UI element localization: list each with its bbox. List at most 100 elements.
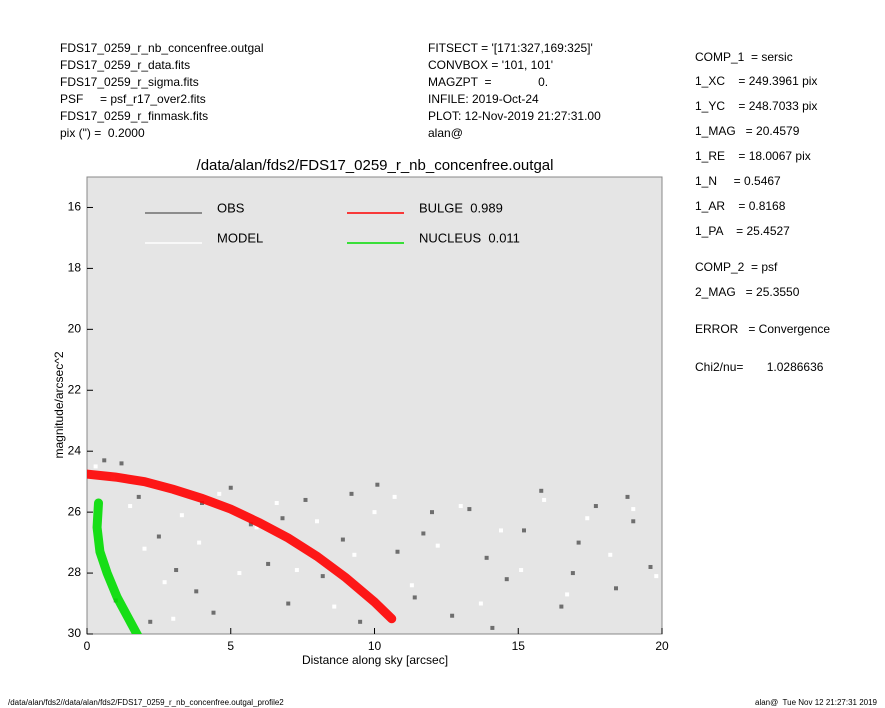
parameter: 2_MAG = 25.3550 xyxy=(695,285,800,299)
data-point xyxy=(593,504,598,509)
data-point xyxy=(142,546,147,551)
data-point xyxy=(631,519,636,524)
data-point xyxy=(179,513,184,518)
header-line: INFILE: 2019-Oct-24 xyxy=(428,92,539,106)
x-axis-label: Distance along sky [arcsec] xyxy=(302,653,448,667)
data-point xyxy=(280,516,285,521)
data-point xyxy=(648,564,653,569)
data-point xyxy=(194,589,199,594)
fit-parameters: COMP_1 = sersic 1_XC = 249.3961 pix 1_YC =… xyxy=(695,50,830,374)
data-point xyxy=(522,528,526,533)
parameter: ERROR = Convergence xyxy=(695,322,830,336)
legend-label: NUCLEUS 0.011 xyxy=(419,230,520,245)
data-point xyxy=(490,625,495,630)
data-point xyxy=(542,497,547,502)
data-point xyxy=(148,619,153,624)
data-point xyxy=(320,574,325,579)
profile-band xyxy=(87,469,397,624)
parameter: 1_XC = 249.3961 pix xyxy=(695,74,817,88)
data-point xyxy=(266,561,271,566)
data-point xyxy=(315,519,319,524)
data-point xyxy=(340,537,345,542)
plot-area xyxy=(86,176,663,635)
data-point xyxy=(412,595,417,600)
header: FDS17_0259_r_nb_concenfree.outgal FDS17_0… xyxy=(60,41,601,140)
x-tick-label: 5 xyxy=(227,639,234,653)
data-point xyxy=(519,568,524,573)
data-point xyxy=(499,528,503,533)
data-point xyxy=(467,507,472,512)
data-point xyxy=(162,580,167,585)
data-point xyxy=(358,619,363,624)
data-point xyxy=(576,540,581,545)
data-point xyxy=(478,601,483,606)
parameter: Chi2/nu= 1.0286636 xyxy=(695,360,824,374)
data-point xyxy=(375,482,380,487)
header-line: alan@ xyxy=(428,126,463,140)
data-point xyxy=(435,543,440,548)
data-point xyxy=(631,507,636,512)
plot-marks xyxy=(87,458,659,634)
data-point xyxy=(156,534,161,539)
parameter: 1_YC = 248.7033 pix xyxy=(695,99,817,113)
y-tick-label: 22 xyxy=(68,382,82,396)
legend-label: BULGE 0.989 xyxy=(419,200,503,215)
parameter: COMP_1 = sersic xyxy=(695,50,793,64)
data-point xyxy=(484,555,489,560)
data-point xyxy=(450,613,455,618)
y-tick-label: 20 xyxy=(68,322,82,336)
x-tick-label: 10 xyxy=(368,639,382,653)
legend-label: OBS xyxy=(217,200,245,215)
data-point xyxy=(352,552,357,557)
data-point xyxy=(254,525,259,530)
data-point xyxy=(395,549,400,554)
x-tick-label: 20 xyxy=(655,639,669,653)
y-tick-label: 26 xyxy=(68,504,82,518)
data-point xyxy=(237,571,242,576)
data-point xyxy=(409,583,414,588)
y-tick-label: 28 xyxy=(68,565,82,579)
data-point xyxy=(559,604,564,609)
header-line: MAGZPT = 0. xyxy=(428,75,548,89)
data-point xyxy=(303,497,308,502)
parameter: 1_RE = 18.0067 pix xyxy=(695,149,811,163)
data-point xyxy=(585,516,590,521)
y-axis-label: magnitude/arcsec^2 xyxy=(52,351,66,458)
data-point xyxy=(608,552,613,557)
data-point xyxy=(128,504,133,509)
data-point xyxy=(197,540,202,545)
x-tick-label: 0 xyxy=(84,639,91,653)
data-point xyxy=(625,494,630,499)
footer-path: /data/alan/fds2//data/alan/fds2/FDS17_02… xyxy=(8,698,284,707)
header-line: FDS17_0259_r_nb_concenfree.outgal xyxy=(60,41,263,55)
profile-band xyxy=(92,498,143,634)
y-tick-label: 24 xyxy=(68,443,82,457)
data-point xyxy=(93,464,98,469)
header-line: FDS17_0259_r_finmask.fits xyxy=(60,109,208,123)
x-tick-label: 15 xyxy=(512,639,526,653)
data-point xyxy=(392,494,397,499)
chart-title: /data/alan/fds2/FDS17_0259_r_nb_concenfr… xyxy=(197,157,554,174)
parameter: COMP_2 = psf xyxy=(695,260,778,274)
data-point xyxy=(171,616,176,621)
data-point xyxy=(274,500,279,505)
data-point xyxy=(119,461,124,466)
parameter: 1_AR = 0.8168 xyxy=(695,199,786,213)
data-point xyxy=(421,531,426,536)
data-point xyxy=(174,568,179,573)
y-tick-label: 30 xyxy=(68,626,82,640)
data-point xyxy=(102,458,107,463)
axes: 16 18 20 22 24 26 28 300 5 10 15 20 xyxy=(68,200,669,654)
data-point xyxy=(332,604,337,609)
data-point xyxy=(565,592,570,597)
header-line: FDS17_0259_r_data.fits xyxy=(60,58,190,72)
header-line: pix (") = 0.2000 xyxy=(60,126,145,140)
data-point xyxy=(430,510,434,515)
parameter: 1_PA = 25.4527 xyxy=(695,224,790,238)
data-point xyxy=(286,601,291,606)
data-point xyxy=(504,577,509,582)
data-point xyxy=(458,504,463,509)
data-point xyxy=(294,568,299,573)
data-point xyxy=(248,522,253,527)
